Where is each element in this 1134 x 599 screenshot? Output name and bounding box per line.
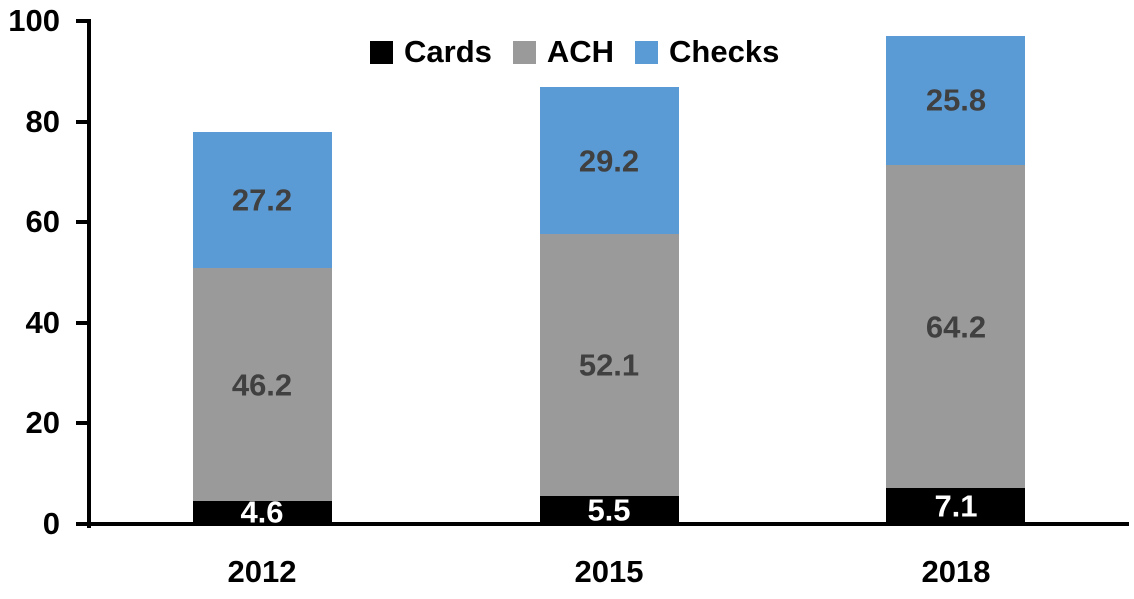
bar-segment-checks (886, 35, 1025, 166)
x-axis-line (87, 522, 1129, 526)
y-axis-tick (76, 522, 91, 526)
legend-swatch-icon (370, 40, 393, 64)
bar-segment-ach (886, 165, 1025, 489)
legend-label: ACH (546, 34, 615, 69)
bar-segment-checks (193, 131, 332, 269)
legend-item-cards: Cards (370, 34, 492, 69)
y-axis-tick (76, 120, 91, 124)
y-axis-tick (76, 321, 91, 325)
legend-swatch-icon (512, 40, 536, 64)
y-axis-tick-label: 100 (8, 3, 60, 38)
y-axis-tick-label: 80 (25, 104, 60, 139)
y-axis-line (87, 20, 91, 528)
bar-segment-ach (193, 268, 332, 501)
data-label-ach: 64.2 (925, 309, 987, 345)
data-label-cards: 7.1 (934, 488, 978, 524)
x-axis-category-label: 2012 (227, 554, 297, 589)
legend-label: Checks (669, 34, 780, 69)
bar-segment-checks (540, 87, 679, 235)
y-axis-tick-label: 40 (25, 305, 60, 340)
y-axis-tick (76, 220, 91, 224)
bar-segment-ach (540, 234, 679, 497)
legend-item-checks: Checks (635, 34, 780, 69)
legend-item-ach: ACH (512, 34, 615, 69)
data-label-ach: 52.1 (578, 347, 640, 383)
bar-segment-cards (540, 496, 679, 524)
x-axis-category-label: 2015 (574, 554, 644, 589)
y-axis-tick (76, 421, 91, 425)
bar-segment-cards (886, 488, 1025, 524)
data-label-checks: 29.2 (578, 143, 640, 179)
chart-legend: Cards ACH Checks (370, 34, 780, 69)
data-label-ach: 46.2 (231, 367, 293, 403)
data-label-checks: 27.2 (231, 182, 293, 218)
legend-label: Cards (404, 34, 492, 69)
y-axis-tick-label: 0 (42, 506, 60, 541)
y-axis-tick (76, 19, 91, 23)
data-label-cards: 5.5 (587, 492, 631, 528)
legend-swatch-icon (635, 40, 659, 64)
x-axis-category-label: 2018 (921, 554, 991, 589)
data-label-checks: 25.8 (925, 82, 987, 118)
data-label-cards: 4.6 (240, 494, 284, 530)
y-axis-tick-label: 20 (25, 405, 60, 440)
y-axis-tick-label: 60 (25, 204, 60, 239)
bar-segment-cards (193, 500, 332, 524)
